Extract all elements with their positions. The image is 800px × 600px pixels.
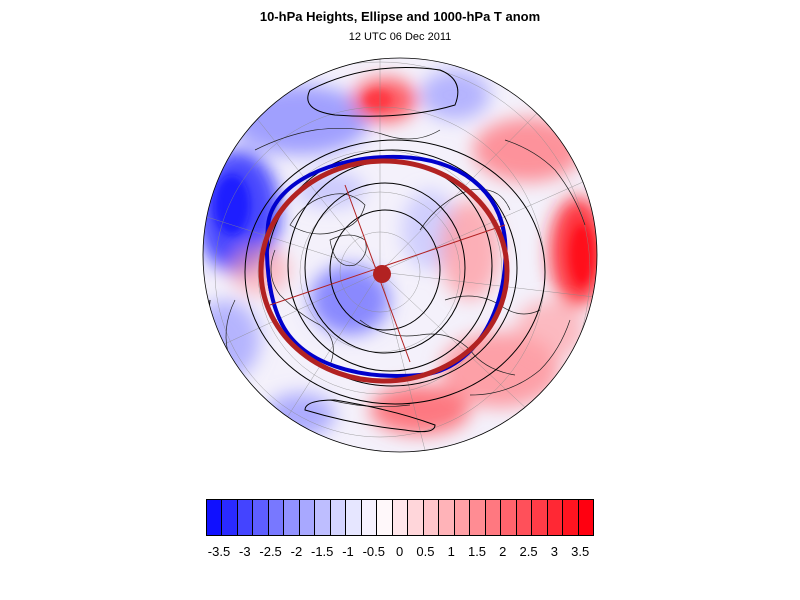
colorbar-box — [207, 500, 223, 535]
colorbar-box — [516, 500, 533, 535]
colorbar-label: 1.5 — [467, 544, 487, 559]
colorbar-box — [284, 500, 300, 535]
colorbar-box — [547, 500, 564, 535]
colorbar-box — [423, 500, 440, 535]
colorbar-box — [268, 500, 285, 535]
colorbar-box — [501, 500, 517, 535]
colorbar-label: 2.5 — [519, 544, 538, 559]
colorbar-box — [299, 500, 316, 535]
colorbar-box — [346, 500, 362, 535]
colorbar-label: -2.5 — [259, 544, 282, 559]
polar-vortex-edge — [264, 154, 508, 378]
colorbar-box — [470, 500, 486, 535]
colorbar-box — [315, 500, 331, 535]
colorbar-label: 3 — [550, 544, 559, 559]
colorbar-box — [222, 500, 238, 535]
colorbar-box — [532, 500, 548, 535]
colorbar-label: 3.5 — [571, 544, 590, 559]
colorbar-label: -3.5 — [207, 544, 231, 559]
colorbar-box — [578, 500, 594, 535]
colorbar-label: 1 — [447, 544, 455, 559]
colorbar-label: -2 — [290, 544, 303, 559]
colorbar — [206, 499, 594, 536]
colorbar-box — [439, 500, 455, 535]
colorbar-box — [361, 500, 378, 535]
colorbar-label: -3 — [239, 544, 251, 559]
colorbar-label: -0.5 — [362, 544, 385, 559]
colorbar-label: -1.5 — [310, 544, 334, 559]
colorbar-box — [330, 500, 347, 535]
plot-title: 10-hPa Heights, Ellipse and 1000-hPa T a… — [259, 9, 541, 24]
colorbar-labels: -3.5 -3 -2.5 -2 -1.5 -1 -0.5 0 0.5 1 1.5 2 2.5 3 3.5 — [0, 544, 800, 560]
colorbar-box — [377, 500, 393, 535]
colorbar-box — [485, 500, 502, 535]
colorbar-label: 2 — [499, 544, 507, 559]
colorbar-box — [454, 500, 471, 535]
colorbar-box — [563, 500, 579, 535]
colorbar-box — [253, 500, 269, 535]
colorbar-box — [237, 500, 254, 535]
fitted-ellipse — [258, 158, 510, 384]
colorbar-label: -1 — [342, 544, 354, 559]
colorbar-label: 0.5 — [416, 544, 435, 559]
plot-subtitle: 12 UTC 06 Dec 2011 — [348, 31, 452, 43]
colorbar-box — [392, 500, 409, 535]
colorbar-box — [408, 500, 424, 535]
globe-outline — [202, 57, 598, 453]
ellipse-center — [373, 265, 391, 283]
colorbar-label: 0 — [395, 544, 404, 559]
